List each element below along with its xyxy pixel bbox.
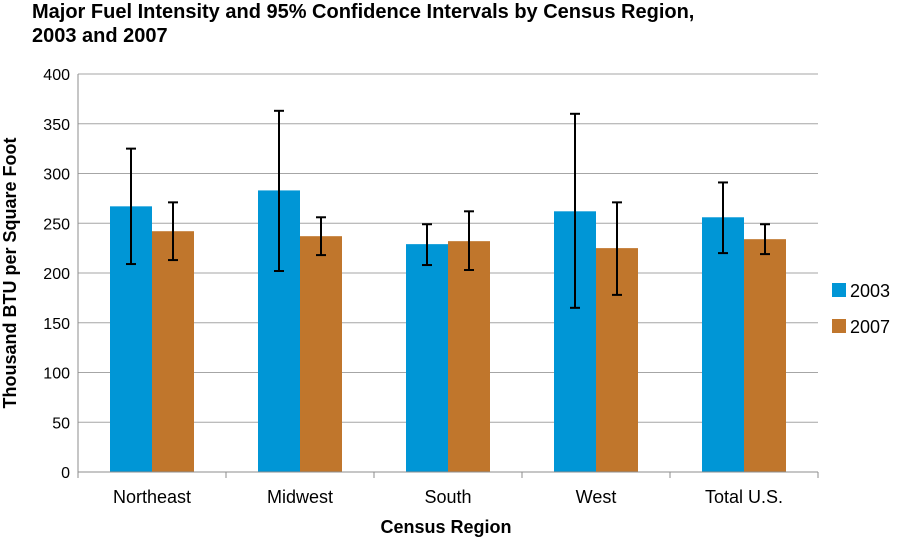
legend-label-2003: 2003 — [850, 281, 890, 301]
y-axis-title: Thousand BTU per Square Foot — [0, 137, 20, 408]
error-bars — [126, 109, 770, 309]
y-tick-label: 200 — [43, 266, 70, 283]
y-tick-label: 150 — [43, 316, 70, 333]
y-tick-labels: 0 50 100 150 200 250 300 350 400 — [43, 67, 70, 482]
y-tick-label: 400 — [43, 67, 70, 84]
legend-label-2007: 2007 — [850, 317, 890, 337]
legend-swatch-2003 — [832, 283, 846, 297]
gridlines — [78, 73, 818, 423]
x-tick-label: Northeast — [113, 487, 191, 507]
bars — [110, 190, 786, 473]
bar-2007-0 — [152, 231, 194, 472]
chart-title: Major Fuel Intensity and 95% Confidence … — [32, 1, 695, 47]
axes — [77, 74, 819, 478]
bar-2007-4 — [744, 239, 786, 472]
legend-swatch-2007 — [832, 319, 846, 333]
x-tick-label: West — [576, 487, 617, 507]
x-tick-label: Total U.S. — [705, 487, 783, 507]
x-tick-label: Midwest — [267, 487, 333, 507]
y-tick-label: 50 — [52, 415, 70, 432]
bar-2007-1 — [300, 236, 342, 472]
y-tick-label: 350 — [43, 117, 70, 134]
x-tick-labels: Northeast Midwest South West Total U.S. — [113, 487, 783, 507]
bar-2003-4 — [702, 217, 744, 472]
x-tick-label: South — [424, 487, 471, 507]
bar-2003-2 — [406, 244, 448, 472]
y-tick-label: 100 — [43, 366, 70, 383]
legend: 2003 2007 — [832, 281, 890, 337]
y-tick-label: 300 — [43, 167, 70, 184]
bar-2007-2 — [448, 241, 490, 472]
y-tick-label: 0 — [61, 465, 70, 482]
y-tick-label: 250 — [43, 216, 70, 233]
x-axis-title: Census Region — [380, 517, 511, 537]
